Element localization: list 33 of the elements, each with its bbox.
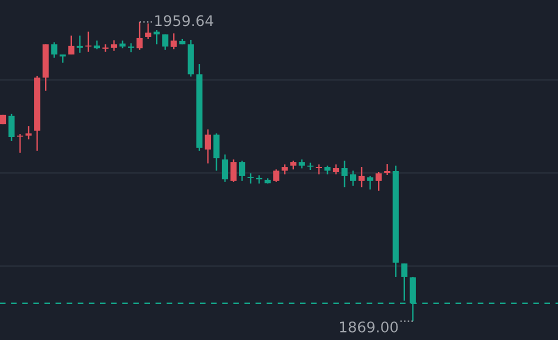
candlestick (316, 164, 322, 175)
candlestick (350, 170, 356, 187)
candlestick (68, 34, 74, 56)
candlestick (204, 128, 211, 164)
candlestick (16, 133, 24, 154)
candlestick (248, 172, 254, 184)
candlestick (401, 262, 408, 302)
candlestick (358, 166, 365, 188)
candlestick (170, 32, 177, 50)
candlestick (230, 158, 237, 183)
candlestick (128, 42, 134, 53)
candlestick (85, 30, 92, 53)
candlestick (307, 162, 314, 171)
candlestick (341, 160, 348, 188)
annotation: 1959.64 (155, 15, 214, 26)
candlestick (145, 22, 152, 40)
candlestick (162, 34, 168, 51)
candlestick (110, 40, 118, 52)
candlestick (332, 164, 340, 175)
candlestick (384, 163, 390, 176)
candlestick (51, 42, 58, 58)
annotation: 1869.00 (340, 321, 398, 332)
candlestick (76, 34, 83, 54)
candlestick (367, 175, 374, 190)
candlestick (273, 168, 280, 183)
candlestick (136, 21, 143, 51)
candlestick (222, 154, 228, 183)
candlestick (213, 132, 220, 172)
candlestick (154, 29, 160, 45)
candlestick (376, 171, 382, 192)
candlestick (238, 160, 246, 182)
candlestick (8, 113, 15, 142)
candlestick (282, 164, 288, 175)
